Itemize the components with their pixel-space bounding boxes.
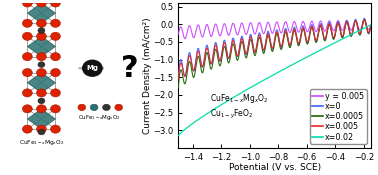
Circle shape <box>37 32 46 40</box>
Polygon shape <box>27 109 56 129</box>
Polygon shape <box>27 36 56 57</box>
Circle shape <box>102 104 110 111</box>
Circle shape <box>51 105 60 113</box>
Circle shape <box>22 105 32 113</box>
Legend: y = 0.005, x=0, x=0.0005, x=0.005, x=0.02: y = 0.005, x=0, x=0.0005, x=0.005, x=0.0… <box>310 89 367 144</box>
Text: CuFe$_{1-x}$Mg$_x$O$_2$: CuFe$_{1-x}$Mg$_x$O$_2$ <box>19 138 64 147</box>
Circle shape <box>37 89 46 97</box>
Circle shape <box>78 104 86 111</box>
Text: Cu$_{1-y}$FeO$_2$: Cu$_{1-y}$FeO$_2$ <box>210 108 254 121</box>
Text: CuFe$_{1-x}$Mg$_x$O$_2$: CuFe$_{1-x}$Mg$_x$O$_2$ <box>78 113 121 122</box>
Circle shape <box>22 32 32 40</box>
Polygon shape <box>27 73 56 93</box>
Circle shape <box>115 104 122 111</box>
Circle shape <box>51 32 60 40</box>
Circle shape <box>22 69 32 77</box>
Text: CuFe$_{1-x}$Mg$_x$O$_2$: CuFe$_{1-x}$Mg$_x$O$_2$ <box>210 92 268 105</box>
Y-axis label: Current Density (mA/cm²): Current Density (mA/cm²) <box>143 17 152 134</box>
Circle shape <box>37 69 46 77</box>
Text: ?: ? <box>121 54 138 83</box>
Circle shape <box>51 125 60 133</box>
Circle shape <box>38 62 45 68</box>
Circle shape <box>22 0 32 7</box>
Circle shape <box>51 89 60 97</box>
Circle shape <box>37 125 46 133</box>
Circle shape <box>51 0 60 7</box>
Text: Mg: Mg <box>86 65 98 71</box>
Circle shape <box>22 125 32 133</box>
Circle shape <box>38 98 45 104</box>
Polygon shape <box>27 3 56 23</box>
Circle shape <box>22 19 32 27</box>
Circle shape <box>37 0 46 7</box>
Circle shape <box>51 19 60 27</box>
Circle shape <box>90 104 98 111</box>
Circle shape <box>37 52 46 61</box>
Circle shape <box>37 19 46 27</box>
Circle shape <box>38 129 45 135</box>
Circle shape <box>22 52 32 61</box>
Circle shape <box>37 105 46 113</box>
Circle shape <box>51 69 60 77</box>
X-axis label: Potential (V vs. SCE): Potential (V vs. SCE) <box>229 163 321 172</box>
Circle shape <box>38 28 45 33</box>
Circle shape <box>51 52 60 61</box>
Circle shape <box>22 89 32 97</box>
Circle shape <box>83 60 102 76</box>
